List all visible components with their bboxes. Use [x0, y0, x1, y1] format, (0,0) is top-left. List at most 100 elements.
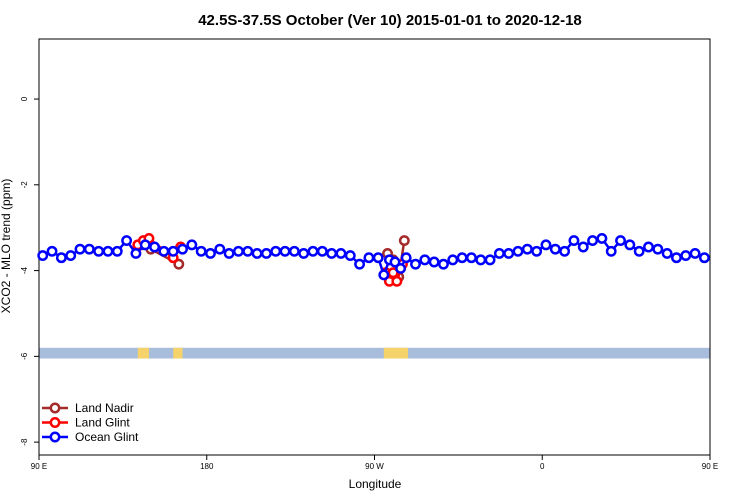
data-point [512, 245, 524, 257]
legend-swatch-marker [49, 402, 61, 414]
y-axis: 0 -2 -4 -6 -8 [20, 96, 39, 446]
data-point [177, 243, 188, 255]
surface-land-patch [137, 347, 149, 359]
legend-item-land-nadir: Land Nadir [42, 401, 134, 415]
data-point [419, 254, 431, 266]
x-axis-label: Longitude [349, 477, 402, 491]
data-point [186, 239, 198, 251]
surface-type-bar [39, 347, 710, 359]
data-point [577, 241, 589, 253]
data-point [493, 247, 505, 259]
data-point [326, 247, 338, 259]
data-point [83, 243, 95, 255]
legend-label: Land Nadir [75, 401, 134, 415]
data-point [503, 247, 515, 259]
surface-land-patch [173, 347, 183, 359]
data-point [689, 247, 701, 259]
data-point [173, 258, 185, 270]
data-point [37, 250, 49, 262]
data-point [391, 275, 403, 287]
data-point [223, 247, 235, 259]
data-point [102, 245, 114, 257]
data-point [316, 245, 328, 257]
data-point [46, 245, 58, 257]
data-point [615, 235, 626, 247]
y-tick-label: -8 [20, 438, 29, 446]
data-point [652, 243, 664, 255]
data-point [428, 256, 440, 268]
data-point [559, 245, 571, 257]
data-point [55, 252, 67, 264]
data-point [447, 254, 459, 266]
data-point [624, 239, 636, 251]
legend-swatch-marker [49, 417, 61, 428]
data-point [400, 252, 412, 264]
data-point [363, 252, 375, 264]
x-tick-label: 0 [540, 462, 545, 471]
x-axis: 90 E 180 90 W 0 90 E [31, 455, 718, 471]
y-tick-label: -4 [20, 266, 29, 274]
data-point [251, 247, 263, 259]
data-point [568, 235, 580, 247]
data-point [354, 258, 366, 270]
data-point [242, 245, 254, 257]
data-point [378, 269, 390, 281]
data-point [540, 239, 552, 251]
data-point [232, 245, 244, 257]
data-point [149, 241, 161, 253]
data-point [698, 252, 710, 264]
y-tick-label: -2 [20, 181, 29, 189]
data-point [605, 245, 617, 257]
x-tick-label: 90 E [31, 462, 47, 471]
data-point [643, 241, 654, 253]
data-point [279, 245, 291, 257]
data-point [270, 245, 282, 257]
data-point [410, 258, 421, 270]
y-tick-label: 0 [20, 96, 29, 101]
data-point [549, 243, 561, 255]
data-point [596, 232, 608, 244]
x-tick-label: 90 W [365, 462, 384, 471]
data-point [307, 245, 319, 257]
data-point [398, 235, 410, 247]
data-point [214, 243, 226, 255]
data-point [288, 245, 300, 257]
series-ocean-glint [37, 232, 710, 281]
legend-swatch-marker [49, 431, 61, 443]
data-point [158, 245, 170, 257]
data-point [65, 250, 77, 262]
data-point [521, 243, 533, 255]
data-point [465, 252, 477, 264]
chart-title: 42.5S-37.5S October (Ver 10) 2015-01-01 … [198, 12, 582, 29]
data-point [139, 239, 151, 251]
series-layer [37, 232, 710, 287]
legend-item-land-glint: Land Glint [42, 416, 130, 430]
data-point [195, 245, 207, 257]
data-point [372, 252, 384, 264]
data-point [121, 235, 133, 247]
data-point [167, 245, 179, 257]
data-point [335, 247, 347, 259]
y-tick-label: -6 [20, 352, 29, 360]
data-point [531, 245, 543, 257]
surface-land-patch [383, 347, 409, 359]
legend-item-ocean-glint: Ocean Glint [42, 430, 139, 444]
data-point [680, 250, 692, 262]
data-point [671, 252, 682, 264]
legend-label: Land Glint [75, 416, 130, 430]
data-point [633, 245, 645, 257]
data-point [93, 245, 105, 257]
data-point [130, 247, 142, 259]
data-point [661, 247, 673, 259]
data-point [395, 262, 407, 274]
data-point [587, 235, 599, 247]
surface-ocean-band [39, 347, 710, 359]
data-point [456, 252, 468, 264]
data-point [205, 247, 216, 259]
y-axis-label: XCO2 - MLO trend (ppm) [0, 179, 13, 314]
data-point [260, 247, 272, 259]
data-point [298, 247, 310, 259]
x-tick-label: 90 E [702, 462, 718, 471]
